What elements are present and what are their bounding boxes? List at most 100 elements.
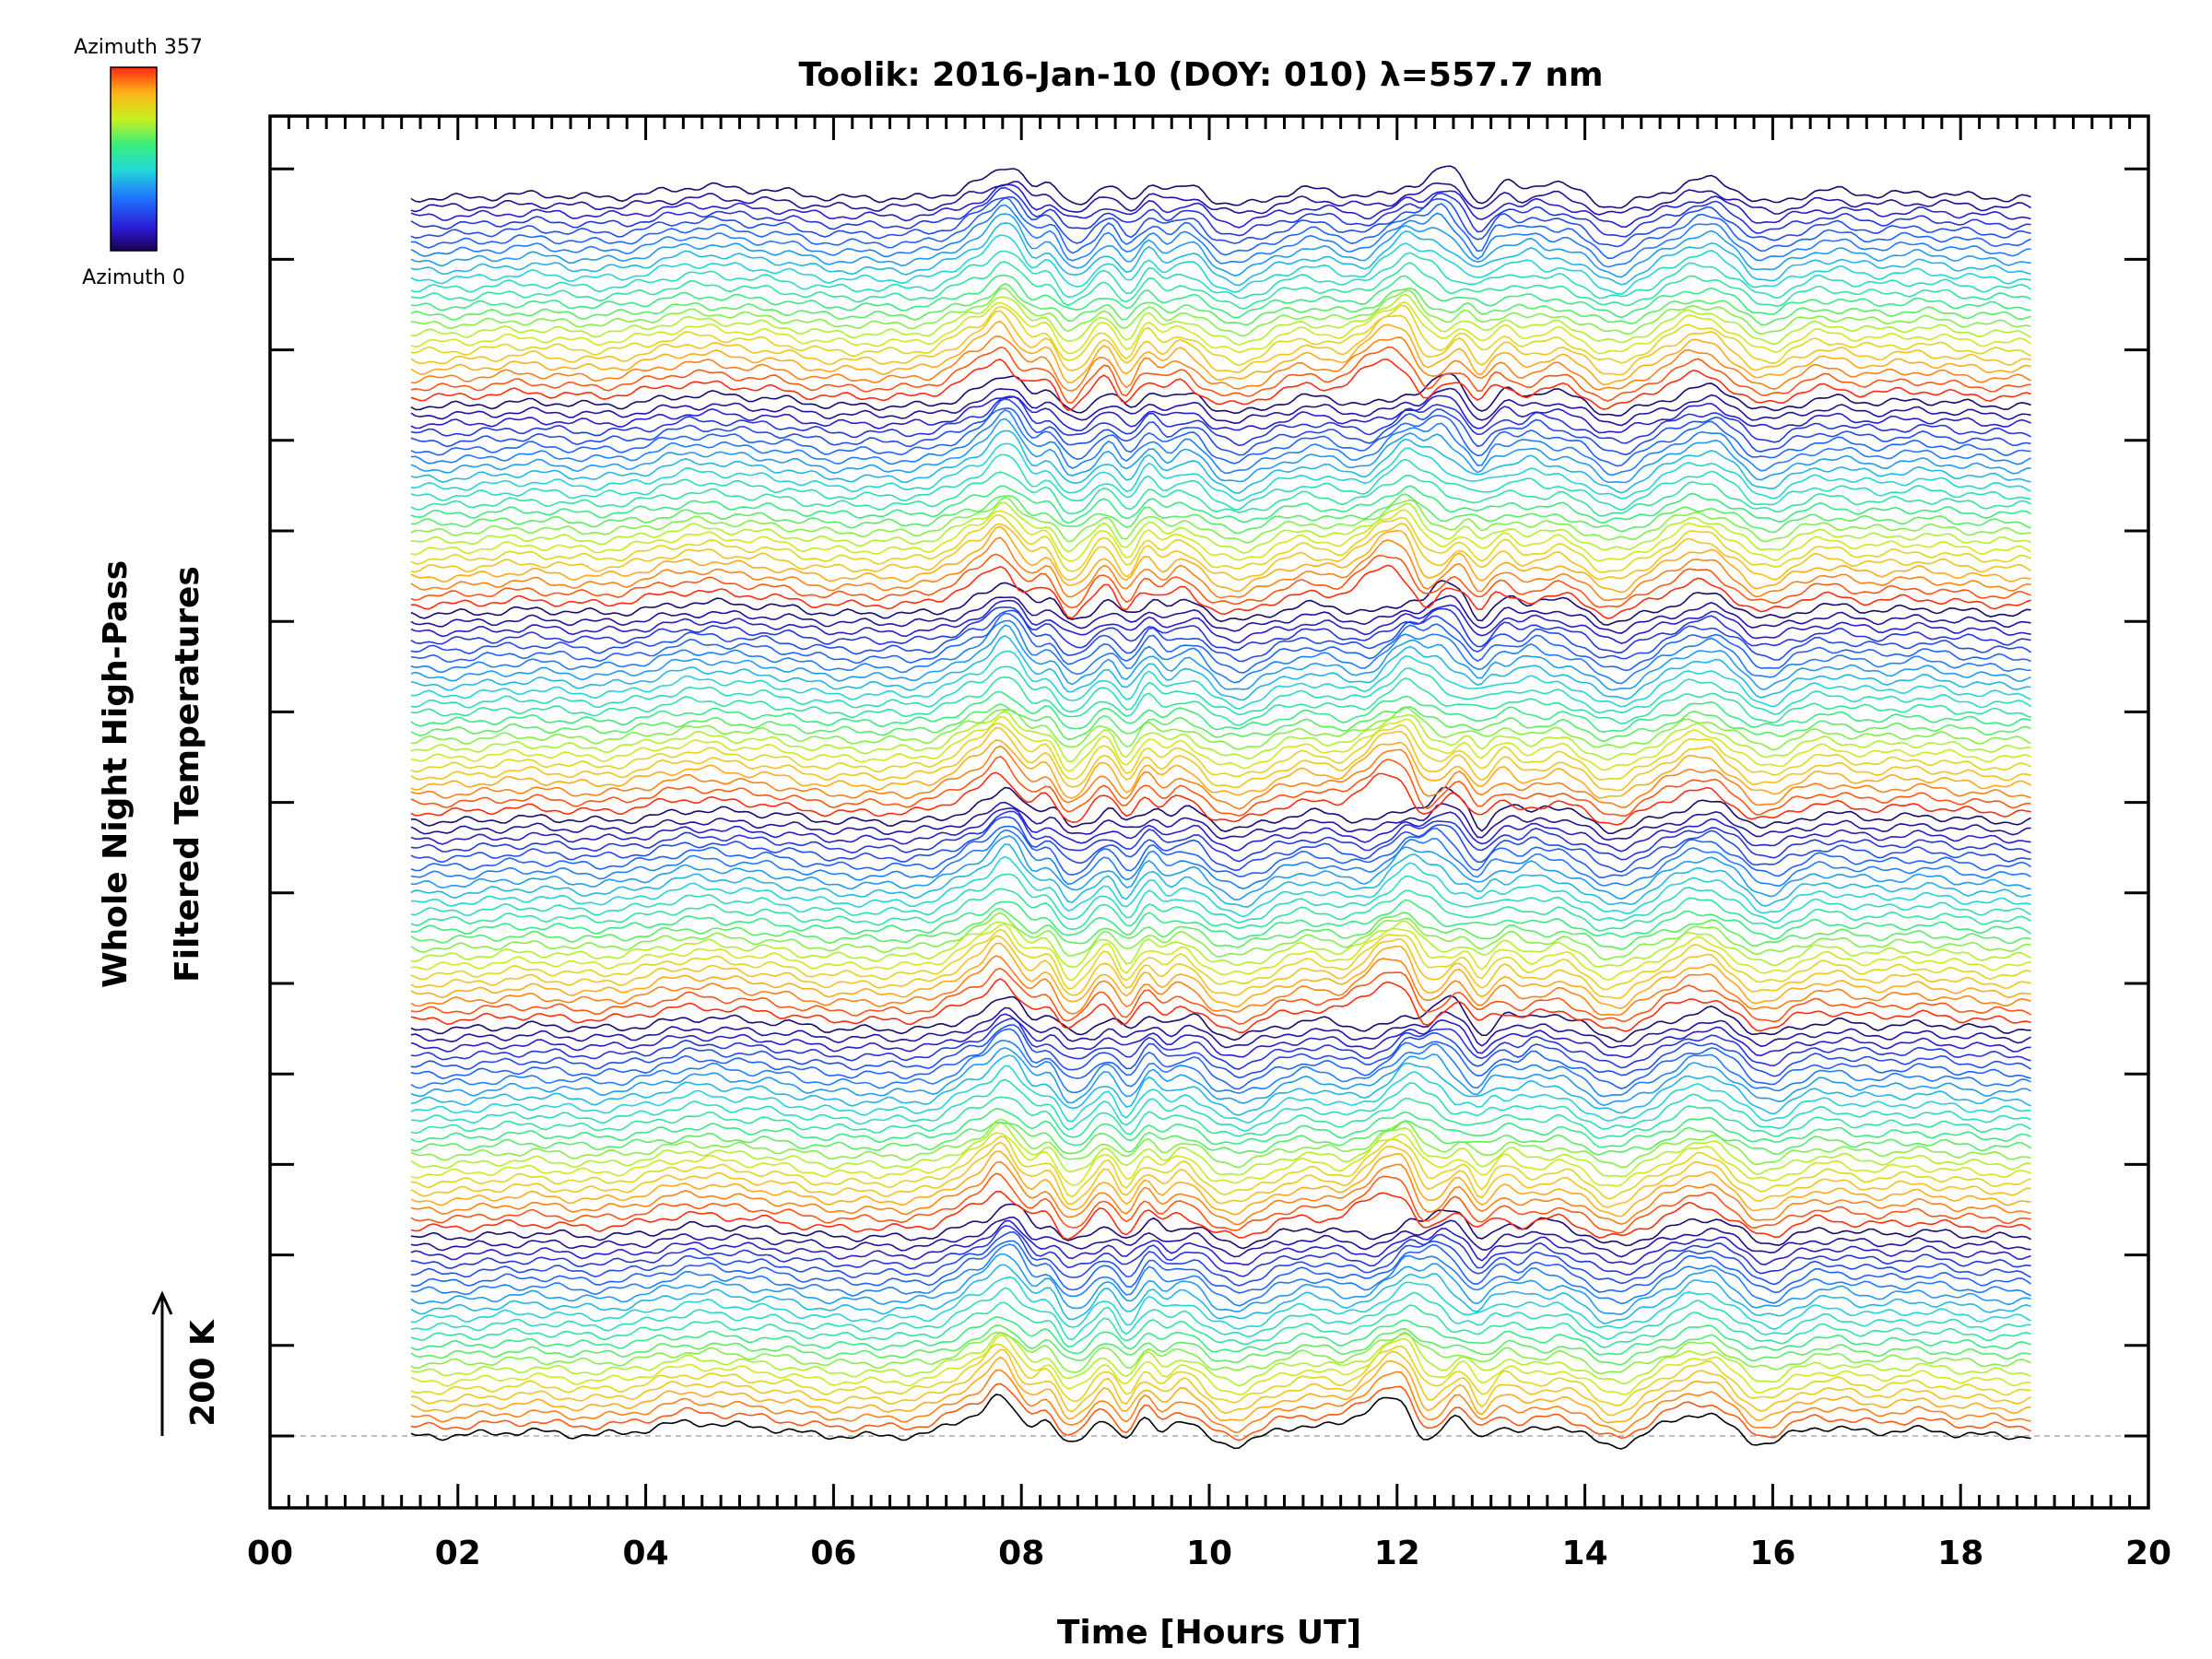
x-tick-label: 08	[998, 1535, 1044, 1572]
series-line	[410, 612, 2031, 674]
series-line	[410, 221, 2031, 287]
series-line	[410, 907, 2031, 950]
scale-arrow-head	[151, 1290, 173, 1315]
x-tick-label: 00	[247, 1535, 293, 1572]
series-line	[410, 1348, 2031, 1417]
series-line	[410, 394, 2031, 434]
series-line	[410, 690, 2031, 734]
series-line	[410, 928, 2031, 991]
series-line	[410, 1301, 2031, 1348]
series-line	[410, 920, 2031, 969]
series-line	[410, 186, 2031, 238]
scale-label: 200 K	[184, 1319, 222, 1427]
series-line	[410, 855, 2031, 918]
series-line	[410, 726, 2031, 792]
series-line	[410, 275, 2031, 319]
series-line	[410, 1160, 2031, 1226]
x-tick-label: 14	[1562, 1535, 1608, 1572]
plot-frame	[268, 114, 2150, 1510]
series-line	[410, 564, 2031, 619]
series-line	[410, 994, 2031, 1042]
series-line	[410, 310, 2031, 376]
series-line	[410, 1253, 2031, 1315]
series-line	[410, 204, 2031, 268]
series-line	[410, 501, 2031, 554]
series-line	[410, 755, 2031, 817]
series-line	[410, 261, 2031, 310]
chart-title: Toolik: 2016-Jan-10 (DOY: 010) λ=557.7 n…	[799, 56, 1604, 94]
series-line	[410, 496, 2031, 544]
series-line	[410, 1013, 2031, 1059]
series-line	[410, 899, 2031, 940]
series-line	[410, 1054, 2031, 1116]
series-line	[410, 1028, 2031, 1090]
series-line	[410, 624, 2031, 691]
series-line	[410, 165, 2031, 209]
series-line	[410, 1024, 2032, 1079]
series-line	[410, 801, 2031, 841]
series-line	[410, 825, 2032, 879]
series-line	[410, 183, 2031, 229]
series-line	[410, 1316, 2031, 1356]
series-line	[410, 1018, 2031, 1070]
series-line	[410, 912, 2031, 960]
series-line	[410, 1240, 2032, 1294]
series-line	[410, 1040, 2031, 1098]
series-line	[410, 745, 2031, 810]
series-line	[410, 1243, 2031, 1307]
series-line	[410, 935, 2031, 1000]
series-line	[410, 1203, 2031, 1250]
series-line	[410, 181, 2032, 216]
series-line	[410, 580, 2031, 626]
x-tick-label: 06	[810, 1535, 856, 1572]
series-line	[410, 1216, 2031, 1258]
series-line	[410, 1065, 2031, 1124]
series-line	[410, 395, 2031, 447]
series-line	[410, 300, 2032, 355]
series-line	[410, 523, 2032, 582]
series-line	[410, 715, 2031, 772]
series-line	[410, 320, 2031, 386]
y-axis-label-line2: Filtered Temperatures	[169, 566, 206, 982]
series-line	[410, 739, 2031, 799]
series-line	[410, 1141, 2031, 1208]
series-line	[410, 810, 2031, 863]
series-line	[410, 485, 2031, 524]
series-line	[410, 723, 2031, 781]
x-tick-label: 16	[1749, 1535, 1795, 1572]
series-line	[410, 525, 2031, 594]
series-line	[410, 1369, 2031, 1433]
series-line	[410, 196, 2031, 259]
series-line	[410, 619, 2031, 685]
series-line	[410, 553, 2031, 609]
series-line	[410, 293, 2031, 346]
series-line	[410, 429, 2031, 494]
series-line	[410, 1121, 2031, 1178]
series-line	[410, 418, 2031, 484]
series-line	[410, 407, 2031, 467]
series-line	[410, 1331, 2031, 1375]
series-line	[410, 1230, 2031, 1287]
series-line	[410, 599, 2031, 644]
series-line	[410, 1172, 2031, 1234]
series-line	[410, 967, 2031, 1025]
series-line	[410, 1190, 2032, 1241]
series-line	[410, 924, 2031, 982]
series-line	[410, 1276, 2031, 1331]
series-line	[410, 283, 2031, 326]
y-axis-label-line1: Whole Night High-Pass	[97, 560, 135, 988]
series-line	[410, 706, 2031, 751]
series-line	[410, 634, 2031, 701]
series-line	[410, 676, 2031, 726]
series-line	[410, 703, 2031, 743]
series-line	[410, 1096, 2031, 1139]
series-line	[410, 387, 2031, 427]
series-line	[410, 771, 2031, 826]
series-line	[410, 442, 2031, 502]
series-line	[410, 288, 2031, 337]
series-line	[410, 1343, 2031, 1407]
series-line	[410, 195, 2031, 248]
series-line	[410, 650, 2031, 710]
x-tick-label: 04	[623, 1535, 669, 1572]
